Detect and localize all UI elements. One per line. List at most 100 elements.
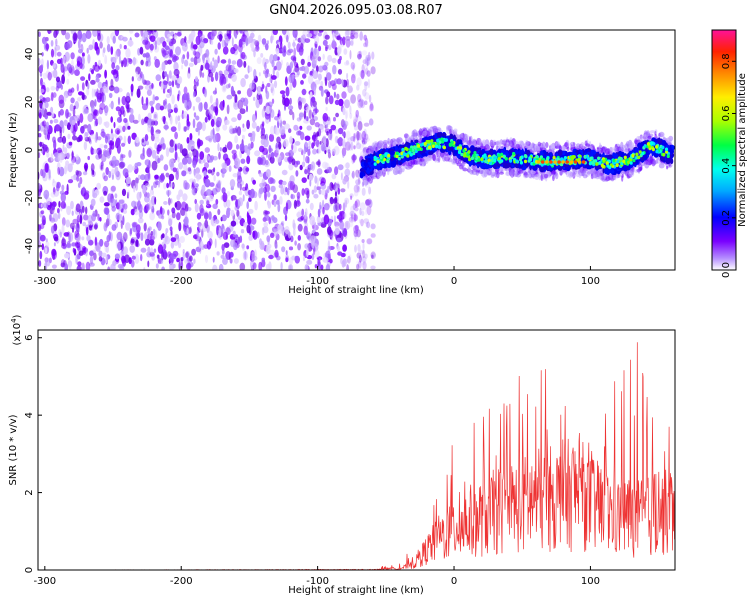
noise-blob bbox=[334, 166, 339, 176]
noise-blob bbox=[68, 233, 71, 243]
noise-blob bbox=[342, 178, 347, 185]
noise-blob bbox=[326, 72, 332, 81]
noise-blob bbox=[351, 170, 355, 179]
noise-blob bbox=[290, 235, 294, 243]
noise-blob bbox=[294, 240, 297, 246]
noise-blob bbox=[300, 58, 305, 66]
noise-blob bbox=[138, 113, 141, 123]
noise-blob bbox=[161, 143, 166, 150]
noise-blob bbox=[186, 99, 192, 110]
noise-blob bbox=[332, 64, 337, 75]
noise-blob bbox=[278, 141, 282, 150]
noise-blob bbox=[226, 94, 233, 100]
noise-blob bbox=[351, 172, 354, 178]
noise-blob bbox=[113, 121, 116, 129]
noise-blob bbox=[174, 79, 177, 86]
noise-blob bbox=[136, 88, 141, 98]
noise-blob bbox=[143, 30, 149, 40]
noise-blob bbox=[81, 52, 85, 57]
noise-blob bbox=[82, 221, 87, 227]
noise-blob bbox=[120, 154, 126, 159]
noise-blob bbox=[39, 250, 43, 260]
noise-blob bbox=[173, 107, 178, 113]
noise-blob bbox=[331, 148, 336, 155]
noise-blob bbox=[256, 57, 262, 65]
noise-blob bbox=[183, 216, 189, 226]
noise-blob bbox=[169, 146, 175, 153]
noise-blob bbox=[155, 102, 161, 111]
noise-blob bbox=[312, 70, 319, 79]
noise-blob bbox=[66, 152, 71, 158]
ridge-halo bbox=[591, 174, 598, 179]
noise-blob bbox=[367, 51, 371, 61]
ridge-halo bbox=[412, 132, 419, 137]
noise-blob bbox=[214, 71, 219, 82]
noise-blob bbox=[204, 88, 207, 98]
noise-blob bbox=[347, 85, 353, 94]
noise-blob bbox=[140, 254, 143, 262]
noise-blob bbox=[370, 251, 376, 259]
noise-blob bbox=[174, 131, 179, 140]
noise-blob bbox=[40, 64, 44, 70]
noise-blob bbox=[314, 249, 320, 258]
noise-blob bbox=[65, 160, 70, 166]
noise-blob bbox=[189, 178, 195, 183]
noise-blob bbox=[153, 248, 157, 253]
noise-blob bbox=[115, 65, 120, 71]
noise-blob bbox=[246, 148, 251, 157]
noise-blob bbox=[125, 176, 131, 185]
noise-blob bbox=[167, 33, 171, 38]
noise-blob bbox=[238, 197, 244, 207]
noise-blob bbox=[213, 167, 216, 173]
noise-blob bbox=[269, 104, 273, 114]
noise-blob bbox=[363, 42, 367, 48]
noise-blob bbox=[326, 91, 331, 98]
noise-blob bbox=[170, 126, 177, 132]
noise-blob bbox=[313, 86, 317, 96]
noise-blob bbox=[348, 216, 355, 223]
noise-blob bbox=[163, 243, 167, 250]
noise-blob bbox=[111, 69, 117, 75]
noise-blob bbox=[336, 78, 342, 85]
noise-blob bbox=[140, 232, 144, 242]
noise-blob bbox=[49, 212, 52, 221]
noise-blob bbox=[345, 109, 349, 119]
noise-blob bbox=[42, 168, 46, 179]
noise-blob bbox=[81, 262, 85, 270]
noise-blob bbox=[273, 194, 277, 201]
noise-blob bbox=[118, 161, 125, 170]
noise-blob bbox=[89, 255, 94, 265]
noise-blob bbox=[163, 164, 169, 171]
noise-blob bbox=[302, 73, 307, 79]
noise-blob bbox=[129, 245, 135, 253]
noise-blob bbox=[237, 113, 242, 121]
noise-blob bbox=[182, 157, 188, 166]
noise-blob bbox=[254, 150, 261, 157]
noise-blob bbox=[343, 61, 350, 66]
noise-blob bbox=[197, 139, 204, 147]
noise-blob bbox=[342, 228, 348, 238]
noise-blob bbox=[123, 135, 127, 146]
noise-blob bbox=[170, 237, 177, 243]
noise-blob bbox=[146, 141, 149, 146]
noise-blob bbox=[108, 103, 114, 108]
noise-blob bbox=[210, 39, 214, 45]
noise-blob bbox=[320, 88, 324, 97]
noise-blob bbox=[210, 168, 215, 176]
noise-blob bbox=[206, 200, 210, 206]
noise-blob bbox=[149, 43, 154, 51]
noise-blob bbox=[249, 188, 255, 199]
noise-blob bbox=[222, 99, 225, 108]
noise-blob bbox=[76, 114, 80, 122]
noise-blob bbox=[250, 135, 253, 142]
noise-blob bbox=[365, 199, 370, 207]
noise-blob bbox=[61, 242, 67, 249]
noise-blob bbox=[66, 40, 73, 49]
noise-blob bbox=[194, 185, 199, 192]
noise-blob bbox=[313, 185, 318, 193]
noise-blob bbox=[333, 91, 336, 99]
noise-blob bbox=[117, 242, 121, 252]
noise-blob bbox=[218, 227, 222, 237]
noise-blob bbox=[92, 169, 95, 176]
noise-blob bbox=[263, 214, 270, 221]
